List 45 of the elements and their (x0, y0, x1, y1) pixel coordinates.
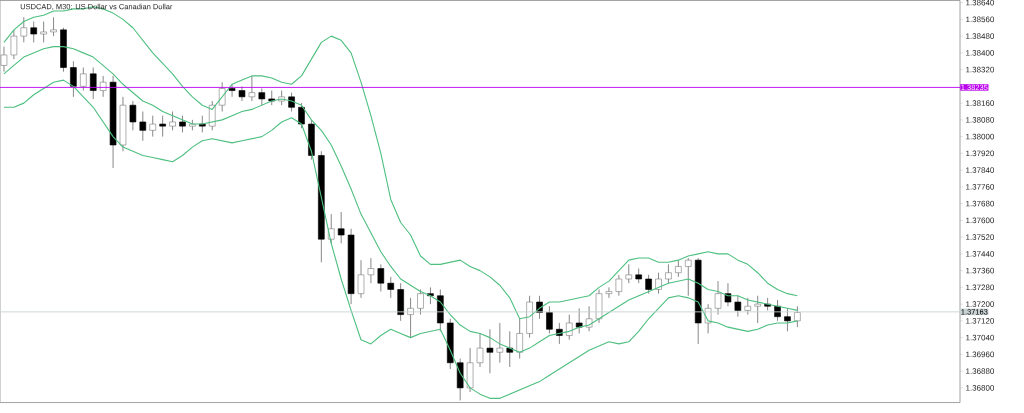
candlestick (506, 330, 514, 368)
candlestick (30, 21, 37, 43)
candlestick (10, 29, 18, 60)
candlestick (565, 314, 573, 341)
candlestick (794, 305, 801, 328)
candlestick (159, 115, 166, 138)
candlestick (20, 16, 28, 43)
candlestick (476, 332, 484, 368)
candlestick (605, 286, 613, 299)
candlestick (417, 289, 424, 316)
candlestick (80, 67, 87, 92)
candlestick (486, 328, 494, 374)
candlestick (50, 16, 57, 37)
candlestick (238, 85, 246, 102)
candlestick (546, 305, 553, 334)
candlestick (298, 102, 305, 129)
candlestick (754, 295, 761, 324)
candlestick (149, 115, 157, 138)
candlestick (218, 81, 226, 112)
candlestick (89, 67, 97, 100)
candlestick (337, 211, 345, 244)
candlestick (665, 263, 672, 284)
candlestick (70, 60, 77, 98)
candlestick (40, 21, 47, 43)
candlestick (734, 295, 742, 318)
candlestick (685, 257, 692, 297)
candlestick (615, 274, 623, 297)
candlestick (585, 305, 593, 332)
candlestick (625, 263, 633, 284)
candlestick (496, 322, 504, 364)
candlestick (714, 280, 722, 316)
candlestick (248, 75, 256, 102)
candlestick (0, 46, 8, 73)
candlestick (367, 257, 375, 284)
candlestick (357, 259, 365, 299)
candlestick (516, 318, 523, 360)
candlestick (129, 100, 137, 131)
candlestick (575, 307, 583, 334)
candlestick (377, 263, 385, 293)
candlestick (228, 83, 236, 98)
candlestick (645, 274, 652, 295)
candlestick (387, 276, 395, 299)
candlestick (139, 111, 147, 142)
candlestick (169, 111, 176, 131)
candlestick (784, 307, 791, 332)
